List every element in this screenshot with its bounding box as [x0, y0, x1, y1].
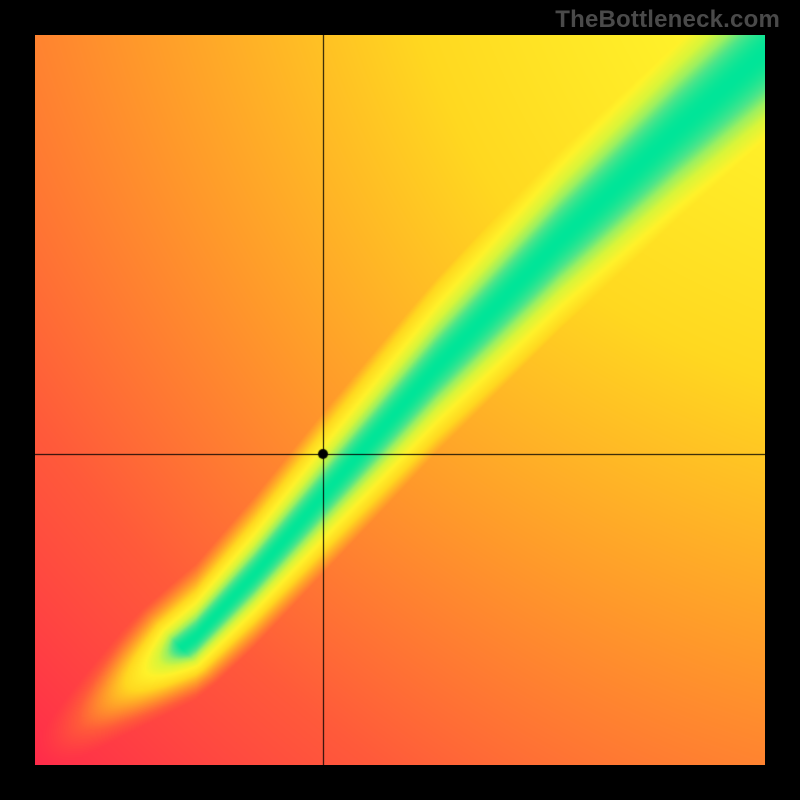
- watermark-text: TheBottleneck.com: [555, 6, 780, 34]
- heatmap-canvas: [35, 35, 765, 765]
- heatmap-plot: [35, 35, 765, 765]
- chart-container: TheBottleneck.com: [0, 0, 800, 800]
